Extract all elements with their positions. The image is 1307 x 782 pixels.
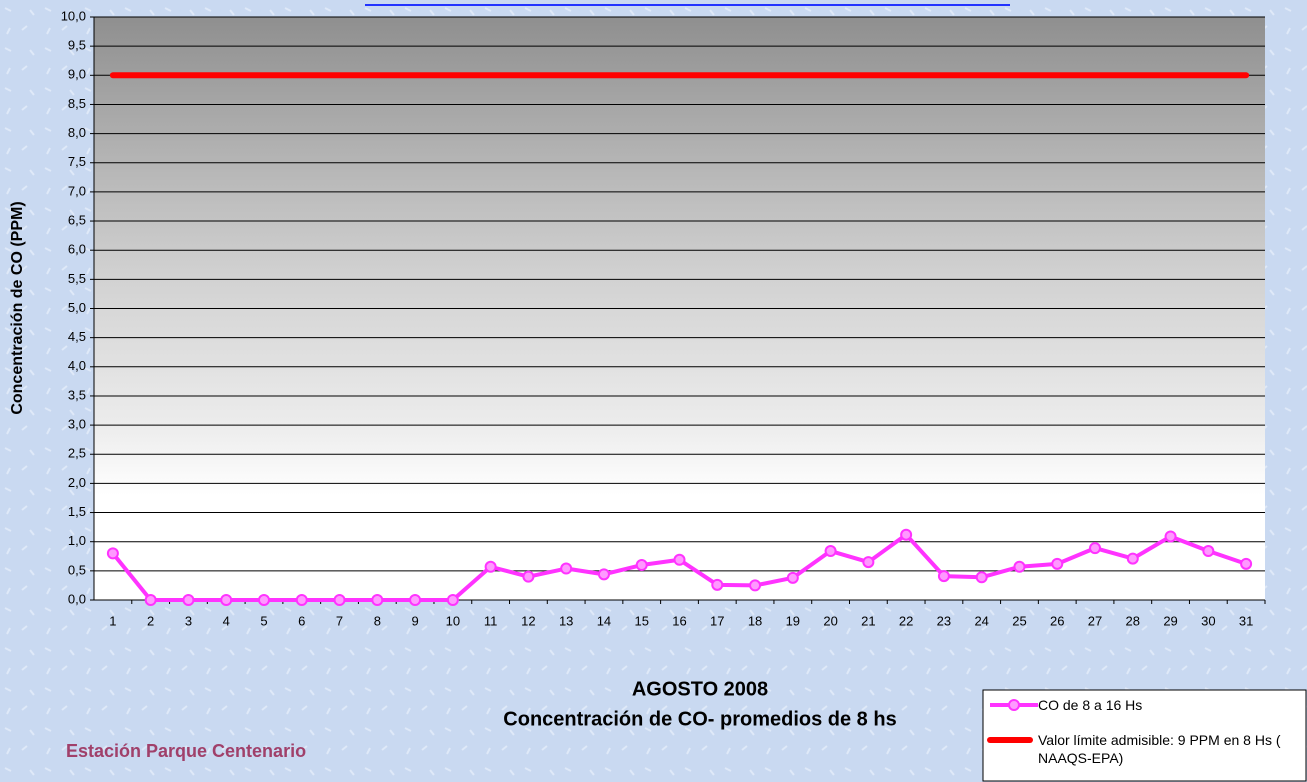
x-tick-label: 5 <box>260 613 267 628</box>
chart-title: AGOSTO 2008 <box>632 678 768 700</box>
data-point <box>977 572 987 582</box>
data-point <box>901 530 911 540</box>
x-tick-label: 23 <box>937 613 951 628</box>
x-tick-label: 31 <box>1239 613 1253 628</box>
y-tick-label: 7,0 <box>68 183 86 198</box>
y-tick-label: 5,0 <box>68 300 86 315</box>
data-point <box>712 580 722 590</box>
x-tick-label: 3 <box>185 613 192 628</box>
x-tick-label: 2 <box>147 613 154 628</box>
x-tick-label: 19 <box>786 613 800 628</box>
data-point <box>448 595 458 605</box>
x-tick-label: 22 <box>899 613 913 628</box>
x-tick-label: 12 <box>521 613 535 628</box>
data-point <box>1166 531 1176 541</box>
x-tick-label: 27 <box>1088 613 1102 628</box>
legend-label: Valor límite admisible: 9 PPM en 8 Hs ( … <box>1038 731 1304 767</box>
data-point <box>1241 559 1251 569</box>
y-tick-label: 3,5 <box>68 387 86 402</box>
data-point <box>523 572 533 582</box>
x-tick-label: 8 <box>374 613 381 628</box>
data-point <box>561 564 571 574</box>
x-tick-label: 6 <box>298 613 305 628</box>
y-tick-label: 5,5 <box>68 271 86 286</box>
y-tick-label: 2,5 <box>68 446 86 461</box>
data-point <box>675 555 685 565</box>
data-point <box>372 595 382 605</box>
y-tick-label: 10,0 <box>61 8 86 23</box>
x-tick-label: 29 <box>1163 613 1177 628</box>
data-point <box>863 557 873 567</box>
x-tick-label: 13 <box>559 613 573 628</box>
y-tick-label: 7,5 <box>68 154 86 169</box>
data-point <box>221 595 231 605</box>
data-point <box>183 595 193 605</box>
x-tick-label: 24 <box>974 613 988 628</box>
y-tick-label: 0,0 <box>68 591 86 606</box>
data-point <box>108 548 118 558</box>
x-tick-label: 20 <box>823 613 837 628</box>
y-axis-label: Concentración de CO (PPM) <box>9 201 26 414</box>
x-tick-label: 9 <box>411 613 418 628</box>
data-point <box>1052 559 1062 569</box>
data-point <box>599 569 609 579</box>
data-point <box>1090 543 1100 553</box>
y-tick-label: 1,0 <box>68 533 86 548</box>
data-point <box>750 580 760 590</box>
data-point <box>637 560 647 570</box>
x-tick-label: 16 <box>672 613 686 628</box>
x-tick-label: 17 <box>710 613 724 628</box>
data-point <box>410 595 420 605</box>
y-tick-label: 1,5 <box>68 504 86 519</box>
x-tick-label: 4 <box>223 613 230 628</box>
y-tick-label: 0,5 <box>68 562 86 577</box>
y-tick-label: 9,0 <box>68 67 86 82</box>
x-tick-label: 25 <box>1012 613 1026 628</box>
y-tick-label: 4,5 <box>68 329 86 344</box>
data-point <box>1014 562 1024 572</box>
data-point <box>297 595 307 605</box>
legend-label: CO de 8 a 16 Hs <box>1038 696 1304 714</box>
annotation: Estación Parque Centenario <box>66 741 306 761</box>
x-tick-label: 30 <box>1201 613 1215 628</box>
x-tick-label: 11 <box>484 613 498 628</box>
chart: AGOSTO 2008 Concentración de CO- promedi… <box>0 0 1307 782</box>
data-point <box>939 571 949 581</box>
data-point <box>826 546 836 556</box>
x-tick-label: 10 <box>446 613 460 628</box>
y-tick-label: 6,0 <box>68 242 86 257</box>
y-tick-label: 2,0 <box>68 475 86 490</box>
legend-swatch <box>1009 700 1019 710</box>
data-point <box>1203 546 1213 556</box>
y-tick-label: 8,0 <box>68 125 86 140</box>
y-tick-label: 8,5 <box>68 96 86 111</box>
y-tick-label: 6,5 <box>68 212 86 227</box>
x-tick-label: 21 <box>861 613 875 628</box>
chart-subtitle: Concentración de CO- promedios de 8 hs <box>503 708 896 730</box>
x-tick-label: 1 <box>109 613 116 628</box>
x-tick-label: 15 <box>634 613 648 628</box>
x-tick-label: 14 <box>597 613 611 628</box>
data-point <box>1128 554 1138 564</box>
x-tick-label: 28 <box>1126 613 1140 628</box>
y-tick-label: 9,5 <box>68 38 86 53</box>
x-tick-label: 18 <box>748 613 762 628</box>
data-point <box>335 595 345 605</box>
x-tick-label: 26 <box>1050 613 1064 628</box>
x-tick-label: 7 <box>336 613 343 628</box>
data-point <box>486 562 496 572</box>
y-tick-label: 4,0 <box>68 358 86 373</box>
legend-entry: Valor límite admisible: 9 PPM en 8 Hs ( … <box>1038 731 1304 775</box>
y-tick-label: 3,0 <box>68 417 86 432</box>
data-point <box>788 573 798 583</box>
data-point <box>146 595 156 605</box>
data-point <box>259 595 269 605</box>
